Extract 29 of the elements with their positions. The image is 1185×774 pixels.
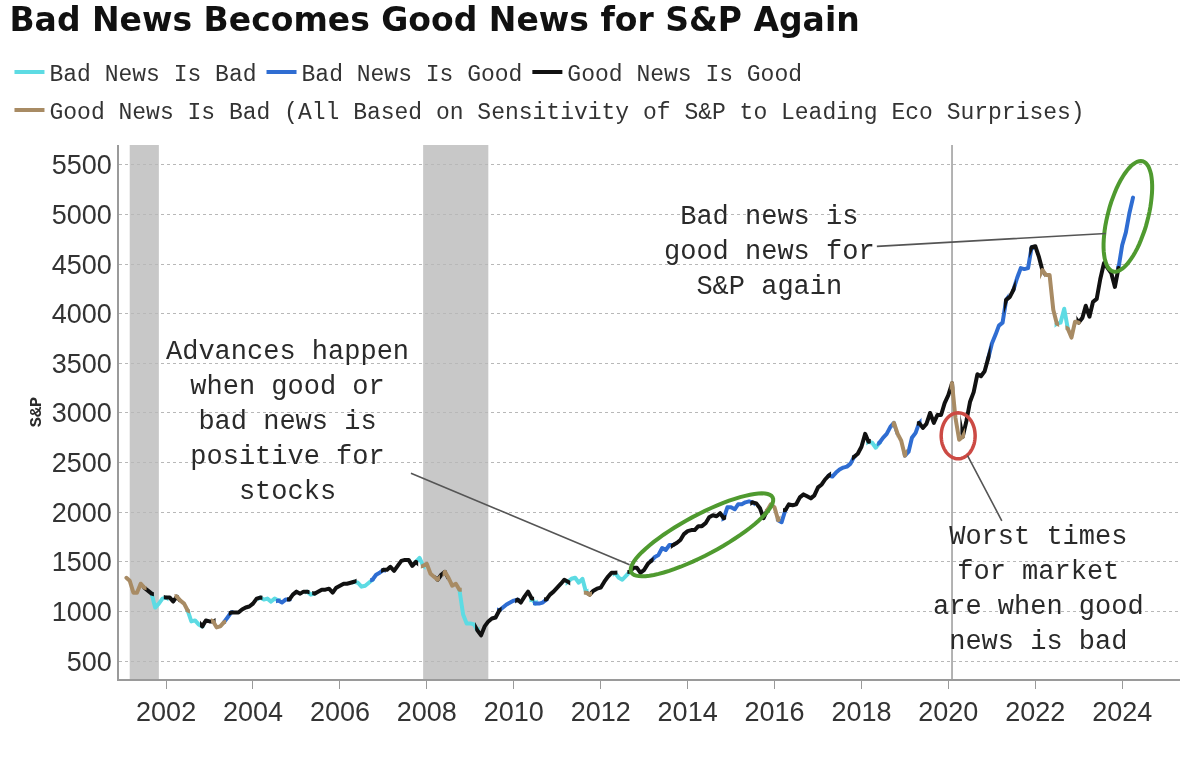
x-tick-label: 2010 xyxy=(483,697,544,728)
y-tick-label: 5500 xyxy=(51,150,112,181)
x-tick-label: 2022 xyxy=(1005,697,1066,728)
x-tick-label: 2006 xyxy=(309,697,370,728)
y-tick-label: 4000 xyxy=(51,299,112,330)
y-tick-label: 1500 xyxy=(51,547,112,578)
x-tick-label: 2012 xyxy=(570,697,631,728)
y-axis-title: S&P xyxy=(26,396,46,428)
legend-label: Good News Is Good xyxy=(567,61,803,88)
x-tick-label: 2014 xyxy=(657,697,718,728)
x-tick-label: 2002 xyxy=(136,697,197,728)
x-tick-label: 2020 xyxy=(918,697,979,728)
x-tick-label: 2018 xyxy=(831,697,892,728)
y-tick-label: 2000 xyxy=(51,497,112,528)
y-tick-label: 500 xyxy=(66,646,112,677)
x-tick-label: 2016 xyxy=(744,697,805,728)
x-tick-label: 2024 xyxy=(1092,697,1153,728)
y-tick-label: 3500 xyxy=(51,348,112,379)
y-tick-label: 5000 xyxy=(51,199,112,230)
x-tick-label: 2004 xyxy=(222,697,284,728)
y-tick-label: 2500 xyxy=(51,448,112,479)
legend-label: Good News Is Bad (All Based on Sensitivity of S&P to Leading Eco Surprises) xyxy=(49,99,1085,126)
y-tick-label: 3000 xyxy=(51,398,112,429)
y-tick-label: 1000 xyxy=(51,596,112,627)
y-tick-label: 4500 xyxy=(51,249,112,280)
x-tick-label: 2008 xyxy=(396,697,457,728)
legend-label: Bad News Is Bad xyxy=(49,61,257,88)
chart-title: Bad News Becomes Good News for S&P Again xyxy=(9,0,860,39)
legend-label: Bad News Is Good xyxy=(301,61,523,88)
